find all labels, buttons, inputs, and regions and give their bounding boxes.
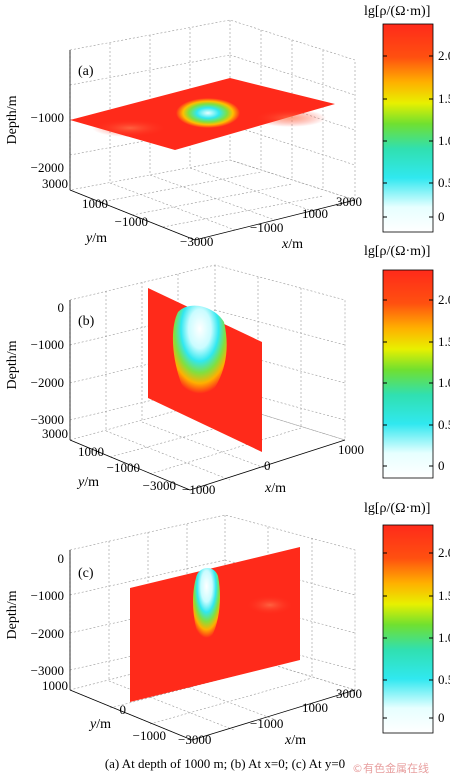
panel-a: (a) −1000 −2000 Depth/m 3000 1000 −1000 … <box>5 4 450 252</box>
panel-a-xtick: −1000 <box>250 220 283 235</box>
panel-b-colorbar-ticks <box>383 299 433 467</box>
panel-a-xtick: 3000 <box>336 194 362 209</box>
panel-a-soft-zone-right <box>254 109 326 127</box>
panel-c-anomaly <box>193 567 220 642</box>
panel-b-cbtick: 2.0 <box>438 292 450 307</box>
panel-b: (b) 0 −1000 −2000 −3000 Depth/m 3000 100… <box>5 244 450 497</box>
panel-a-cbtick: 1.5 <box>438 91 450 106</box>
panel-b-cbtick: 0.5 <box>438 417 450 432</box>
panel-a-anomaly <box>176 98 240 128</box>
panel-a-cbtick: 1.0 <box>438 133 450 148</box>
panel-b-anomaly <box>172 305 227 399</box>
panel-b-ztick: −2000 <box>31 375 64 390</box>
panel-b-ytick: −1000 <box>107 460 140 475</box>
panel-a-colorbar <box>382 23 434 233</box>
panel-c-cbtick: 1.5 <box>438 588 450 603</box>
panel-c-xtick: 3000 <box>336 686 362 701</box>
panel-b-xtick: 0 <box>264 458 271 473</box>
watermark: ©有色金属在线 <box>352 762 429 775</box>
panel-b-ylabel: y/m <box>76 475 99 490</box>
panel-c-ytick: 0 <box>120 702 127 717</box>
panel-b-ztick: 0 <box>58 300 65 315</box>
panel-c-ztick: −3000 <box>31 663 64 678</box>
panel-c: (c) 0 −1000 −2000 −3000 Depth/m 1000 0 −… <box>5 501 450 748</box>
panel-b-ytick: −3000 <box>143 478 176 493</box>
panel-a-label: (a) <box>78 64 94 79</box>
panel-c-xtick: −1000 <box>250 716 283 731</box>
panel-b-cbtick: 0 <box>438 458 445 473</box>
panel-a-colorbar-ticks <box>383 55 433 218</box>
panel-c-cbtick: 0 <box>438 710 445 725</box>
panel-a-xtick: −3000 <box>180 234 213 249</box>
panel-b-ztick: −1000 <box>31 337 64 352</box>
panel-a-soft-zone-left <box>92 119 168 137</box>
panel-a-ylabel: y/m <box>84 231 107 246</box>
panel-b-xlabel: x/m <box>264 481 286 496</box>
panel-b-zlabel: Depth/m <box>5 340 20 389</box>
panel-b-ytick: 3000 <box>42 426 68 441</box>
panel-c-x-axis <box>191 689 356 741</box>
panel-b-xtick: 1000 <box>338 442 364 457</box>
panel-a-zlabel: Depth/m <box>5 95 20 144</box>
panel-b-cbtick: 1.5 <box>438 334 450 349</box>
panel-c-colorbar <box>382 524 434 734</box>
panel-c-cbtick: 2.0 <box>438 545 450 560</box>
panel-c-ztick: −2000 <box>31 626 64 641</box>
panel-b-ytick: 1000 <box>78 444 104 459</box>
panel-c-ylabel: y/m <box>88 717 111 732</box>
panel-c-y-axis <box>69 689 193 741</box>
panel-a-xlabel: x/m <box>281 237 303 252</box>
panel-c-xlabel: x/m <box>284 733 306 748</box>
panel-a-xtick: 1000 <box>302 206 328 221</box>
panel-a-y-axis <box>69 189 196 241</box>
panel-c-ztick: 0 <box>58 551 65 566</box>
panel-b-ztick: −3000 <box>31 412 64 427</box>
panel-a-colorbar-title: lg[ρ/(Ω·m)] <box>364 4 430 19</box>
panel-b-xtick: −1000 <box>182 482 215 497</box>
panel-b-label: (b) <box>78 314 95 329</box>
panel-b-cbtick: 1.0 <box>438 375 450 390</box>
panel-c-zlabel: Depth/m <box>5 590 20 639</box>
panel-a-ytick: −1000 <box>115 214 148 229</box>
figure-caption: (a) At depth of 1000 m; (b) At x=0; (c) … <box>104 756 346 771</box>
panel-a-cbtick: 2.0 <box>438 48 450 63</box>
panel-c-cbtick: 0.5 <box>438 672 450 687</box>
panel-c-soft-zone <box>246 595 294 615</box>
panel-c-label: (c) <box>78 566 94 581</box>
panel-a-ztick: −1000 <box>31 110 64 125</box>
panel-a-ytick: 3000 <box>42 176 68 191</box>
panel-c-colorbar-ticks <box>383 552 433 719</box>
panel-c-cbtick: 1.0 <box>438 630 450 645</box>
panel-c-xtick: 1000 <box>302 700 328 715</box>
panel-a-cbtick: 0.5 <box>438 175 450 190</box>
panel-c-ytick: 1000 <box>42 678 68 693</box>
panel-c-ztick: −1000 <box>31 588 64 603</box>
panel-a-x-axis <box>194 199 356 241</box>
panel-b-x-axis <box>189 439 346 491</box>
panel-a-ztick: −2000 <box>31 160 64 175</box>
panel-a-ytick: 1000 <box>82 196 108 211</box>
panel-a-cbtick: 0 <box>438 209 445 224</box>
panel-b-colorbar <box>382 269 434 479</box>
panel-c-ytick: −1000 <box>133 728 166 743</box>
panel-c-xtick: −3000 <box>178 732 211 747</box>
panel-b-y-axis <box>69 439 191 491</box>
panel-c-colorbar-title: lg[ρ/(Ω·m)] <box>364 501 430 516</box>
panel-b-colorbar-title: lg[ρ/(Ω·m)] <box>364 244 430 259</box>
